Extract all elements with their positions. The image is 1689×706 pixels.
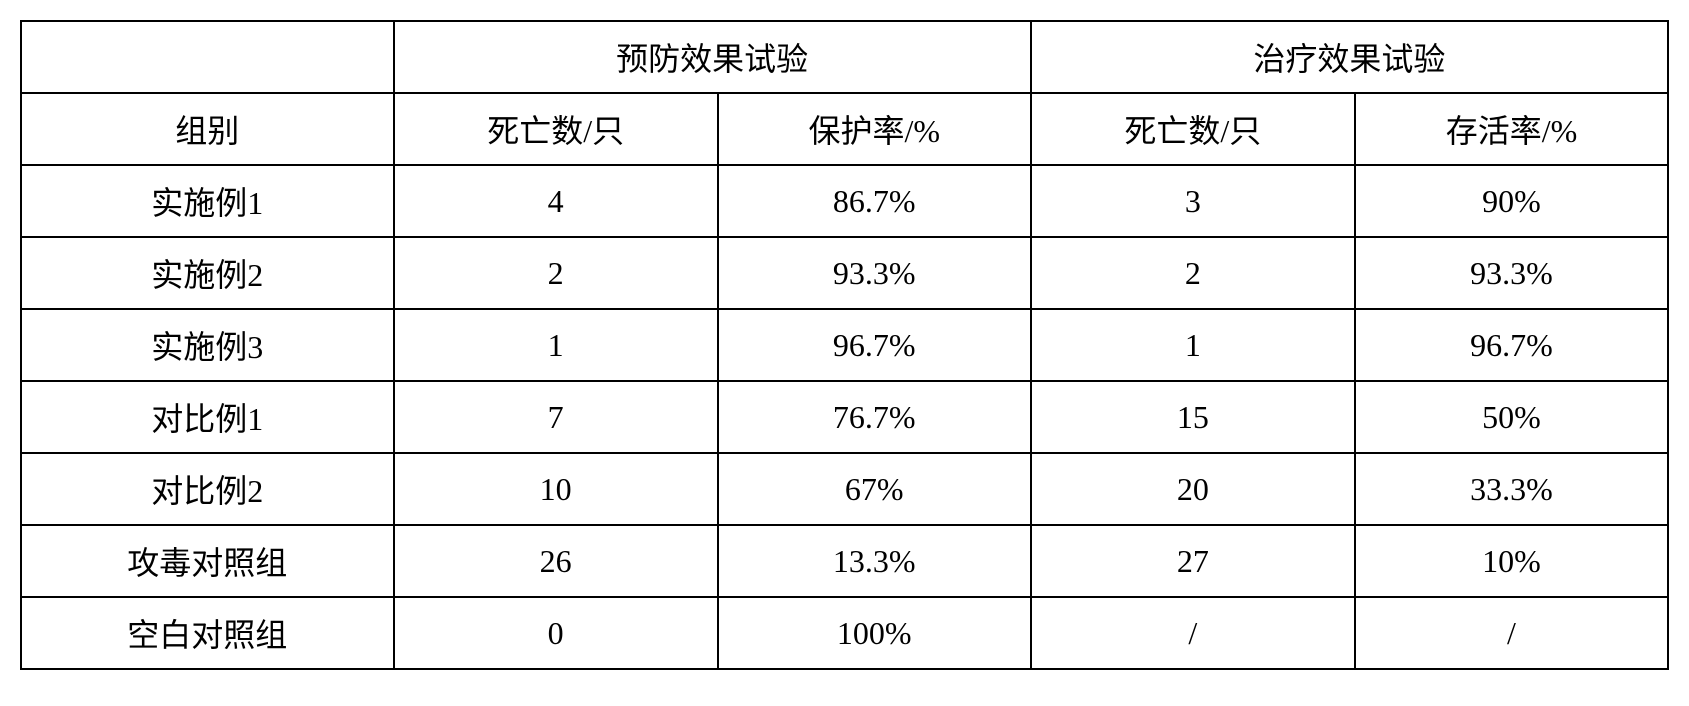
cell-treat-deaths: 20 xyxy=(1031,453,1355,525)
cell-group: 实施例3 xyxy=(21,309,394,381)
cell-prev-protection: 96.7% xyxy=(718,309,1031,381)
cell-treat-deaths: 3 xyxy=(1031,165,1355,237)
cell-prev-protection: 67% xyxy=(718,453,1031,525)
cell-prev-deaths: 26 xyxy=(394,525,718,597)
cell-prev-protection: 93.3% xyxy=(718,237,1031,309)
cell-prev-protection: 100% xyxy=(718,597,1031,669)
cell-group: 空白对照组 xyxy=(21,597,394,669)
corner-cell xyxy=(21,21,394,93)
cell-group: 对比例2 xyxy=(21,453,394,525)
cell-treat-survival: 50% xyxy=(1355,381,1668,453)
col-header-prev-deaths: 死亡数/只 xyxy=(394,93,718,165)
cell-prev-deaths: 10 xyxy=(394,453,718,525)
cell-prev-deaths: 7 xyxy=(394,381,718,453)
cell-treat-survival: / xyxy=(1355,597,1668,669)
col-header-treat-deaths: 死亡数/只 xyxy=(1031,93,1355,165)
cell-prev-protection: 76.7% xyxy=(718,381,1031,453)
data-table: 预防效果试验 治疗效果试验 组别 死亡数/只 保护率/% 死亡数/只 存活率/%… xyxy=(20,20,1669,670)
cell-prev-protection: 13.3% xyxy=(718,525,1031,597)
cell-prev-protection: 86.7% xyxy=(718,165,1031,237)
cell-treat-survival: 96.7% xyxy=(1355,309,1668,381)
cell-treat-deaths: 1 xyxy=(1031,309,1355,381)
cell-prev-deaths: 4 xyxy=(394,165,718,237)
cell-group: 实施例2 xyxy=(21,237,394,309)
cell-prev-deaths: 1 xyxy=(394,309,718,381)
header-group-row: 预防效果试验 治疗效果试验 xyxy=(21,21,1668,93)
header-treatment-group: 治疗效果试验 xyxy=(1031,21,1668,93)
cell-treat-survival: 90% xyxy=(1355,165,1668,237)
column-header-row: 组别 死亡数/只 保护率/% 死亡数/只 存活率/% xyxy=(21,93,1668,165)
table-row: 空白对照组 0 100% / / xyxy=(21,597,1668,669)
cell-group: 对比例1 xyxy=(21,381,394,453)
table-row: 实施例2 2 93.3% 2 93.3% xyxy=(21,237,1668,309)
cell-group: 攻毒对照组 xyxy=(21,525,394,597)
cell-treat-survival: 33.3% xyxy=(1355,453,1668,525)
table-row: 攻毒对照组 26 13.3% 27 10% xyxy=(21,525,1668,597)
table-row: 对比例1 7 76.7% 15 50% xyxy=(21,381,1668,453)
cell-treat-deaths: / xyxy=(1031,597,1355,669)
cell-treat-survival: 93.3% xyxy=(1355,237,1668,309)
col-header-group: 组别 xyxy=(21,93,394,165)
cell-prev-deaths: 0 xyxy=(394,597,718,669)
header-prevention-group: 预防效果试验 xyxy=(394,21,1031,93)
cell-treat-deaths: 27 xyxy=(1031,525,1355,597)
table-container: 预防效果试验 治疗效果试验 组别 死亡数/只 保护率/% 死亡数/只 存活率/%… xyxy=(20,20,1669,670)
table-row: 实施例1 4 86.7% 3 90% xyxy=(21,165,1668,237)
table-body: 实施例1 4 86.7% 3 90% 实施例2 2 93.3% 2 93.3% … xyxy=(21,165,1668,669)
cell-treat-survival: 10% xyxy=(1355,525,1668,597)
col-header-treat-survival: 存活率/% xyxy=(1355,93,1668,165)
cell-treat-deaths: 15 xyxy=(1031,381,1355,453)
cell-treat-deaths: 2 xyxy=(1031,237,1355,309)
table-row: 实施例3 1 96.7% 1 96.7% xyxy=(21,309,1668,381)
table-row: 对比例2 10 67% 20 33.3% xyxy=(21,453,1668,525)
col-header-prev-protection: 保护率/% xyxy=(718,93,1031,165)
cell-group: 实施例1 xyxy=(21,165,394,237)
cell-prev-deaths: 2 xyxy=(394,237,718,309)
